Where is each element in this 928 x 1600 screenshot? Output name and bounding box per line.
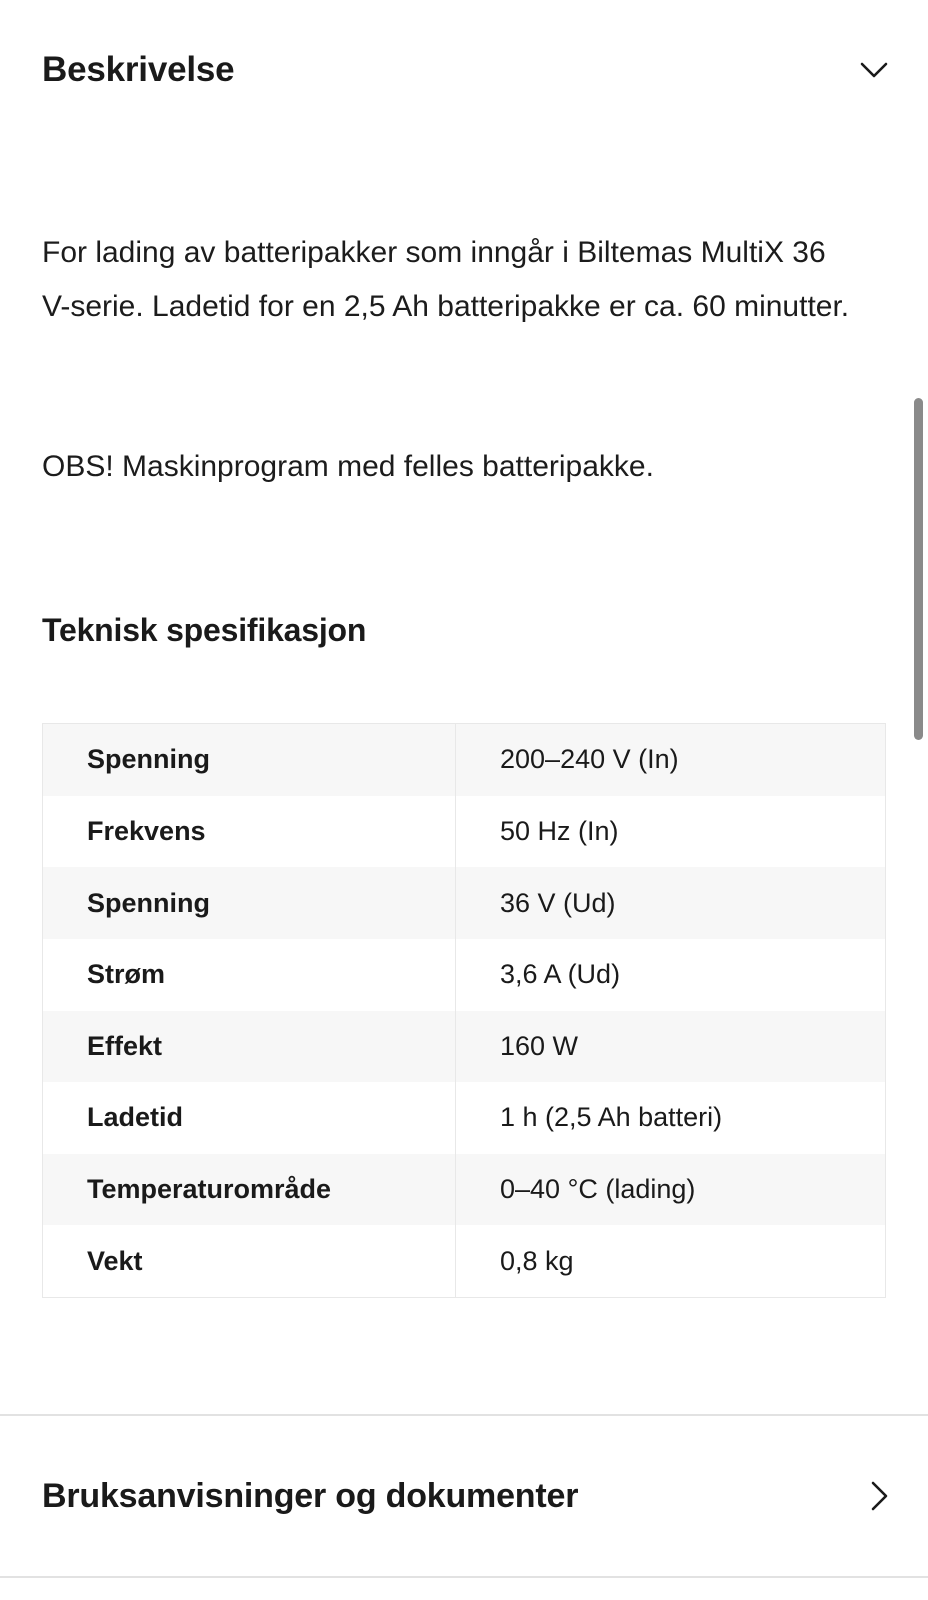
spec-label: Ladetid <box>43 1082 456 1154</box>
section-divider <box>0 1414 928 1416</box>
spec-label: Temperaturområde <box>43 1153 456 1226</box>
spec-row-effekt: Effekt 160 W <box>43 1010 885 1083</box>
spec-value: 1 h (2,5 Ah batteri) <box>500 1102 723 1133</box>
spec-label: Strøm <box>43 938 456 1011</box>
spec-label: Spenning <box>43 724 456 796</box>
spec-label: Spenning <box>43 867 456 939</box>
scrollbar-thumb[interactable] <box>914 398 923 740</box>
documents-title: Bruksanvisninger og dokumenter <box>42 1476 579 1515</box>
spec-value: 36 V (Ud) <box>500 887 616 918</box>
spec-label: Vekt <box>43 1225 456 1297</box>
description-paragraph-1: For lading av batteripakker som inngår i… <box>42 236 850 323</box>
chevron-right-icon[interactable] <box>871 1481 888 1511</box>
spec-value: 0–40 °C (lading) <box>500 1174 696 1205</box>
spec-row-spenning-ud: Spenning 36 V (Ud) <box>43 867 885 939</box>
documents-accordion-header[interactable]: Bruksanvisninger og dokumenter <box>42 1416 888 1576</box>
section-divider <box>0 1576 928 1578</box>
description-accordion-header[interactable]: Beskrivelse <box>42 44 888 96</box>
chevron-down-icon[interactable] <box>860 62 888 79</box>
specs-table: Spenning 200–240 V (In) Frekvens 50 Hz (… <box>42 723 886 1298</box>
spec-row-vekt: Vekt 0,8 kg <box>43 1225 885 1297</box>
spec-value: 0,8 kg <box>500 1245 574 1276</box>
description-title: Beskrivelse <box>42 50 235 89</box>
specs-heading: Teknisk spesifikasjon <box>42 612 367 648</box>
spec-value: 50 Hz (In) <box>500 815 619 846</box>
spec-row-frekvens: Frekvens 50 Hz (In) <box>43 795 885 868</box>
spec-row-strom: Strøm 3,6 A (Ud) <box>43 938 885 1011</box>
spec-label: Effekt <box>43 1010 456 1083</box>
spec-row-ladetid: Ladetid 1 h (2,5 Ah batteri) <box>43 1082 885 1154</box>
spec-label: Frekvens <box>43 795 456 868</box>
description-paragraph-2: OBS! Maskinprogram med felles batteripak… <box>42 450 654 483</box>
spec-value: 3,6 A (Ud) <box>500 959 621 990</box>
spec-value: 160 W <box>500 1030 579 1061</box>
spec-row-spenning-in: Spenning 200–240 V (In) <box>43 724 885 796</box>
spec-row-temperaturomrade: Temperaturområde 0–40 °C (lading) <box>43 1153 885 1226</box>
spec-value: 200–240 V (In) <box>500 744 679 775</box>
